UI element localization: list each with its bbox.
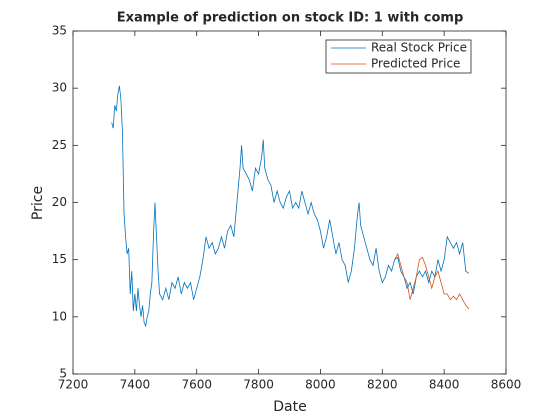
y-tick-label: 25 <box>52 138 67 152</box>
data-line <box>111 85 470 328</box>
y-tick-label: 20 <box>52 195 67 209</box>
x-tick-label: 8000 <box>305 378 336 392</box>
x-tick-label: 7600 <box>181 378 212 392</box>
y-tick-label: 5 <box>59 367 67 381</box>
data-line <box>394 252 470 310</box>
legend-label: Real Stock Price <box>371 41 467 55</box>
y-tick-label: 15 <box>52 252 67 266</box>
legend-label: Predicted Price <box>371 57 460 71</box>
x-tick-label: 7200 <box>58 378 89 392</box>
x-tick-label: 8400 <box>429 378 460 392</box>
x-tick-label: 7800 <box>243 378 274 392</box>
chart-title: Example of prediction on stock ID: 1 wit… <box>117 11 464 26</box>
x-tick-label: 7400 <box>120 378 151 392</box>
x-tick-label: 8200 <box>367 378 398 392</box>
x-axis-label: Date <box>273 399 306 415</box>
y-axis-label: Price <box>30 186 46 220</box>
y-tick-label: 10 <box>52 309 67 323</box>
y-tick-label: 35 <box>52 24 67 38</box>
x-tick-label: 8600 <box>491 378 522 392</box>
legend-box <box>325 39 472 74</box>
y-tick-label: 30 <box>52 81 67 95</box>
